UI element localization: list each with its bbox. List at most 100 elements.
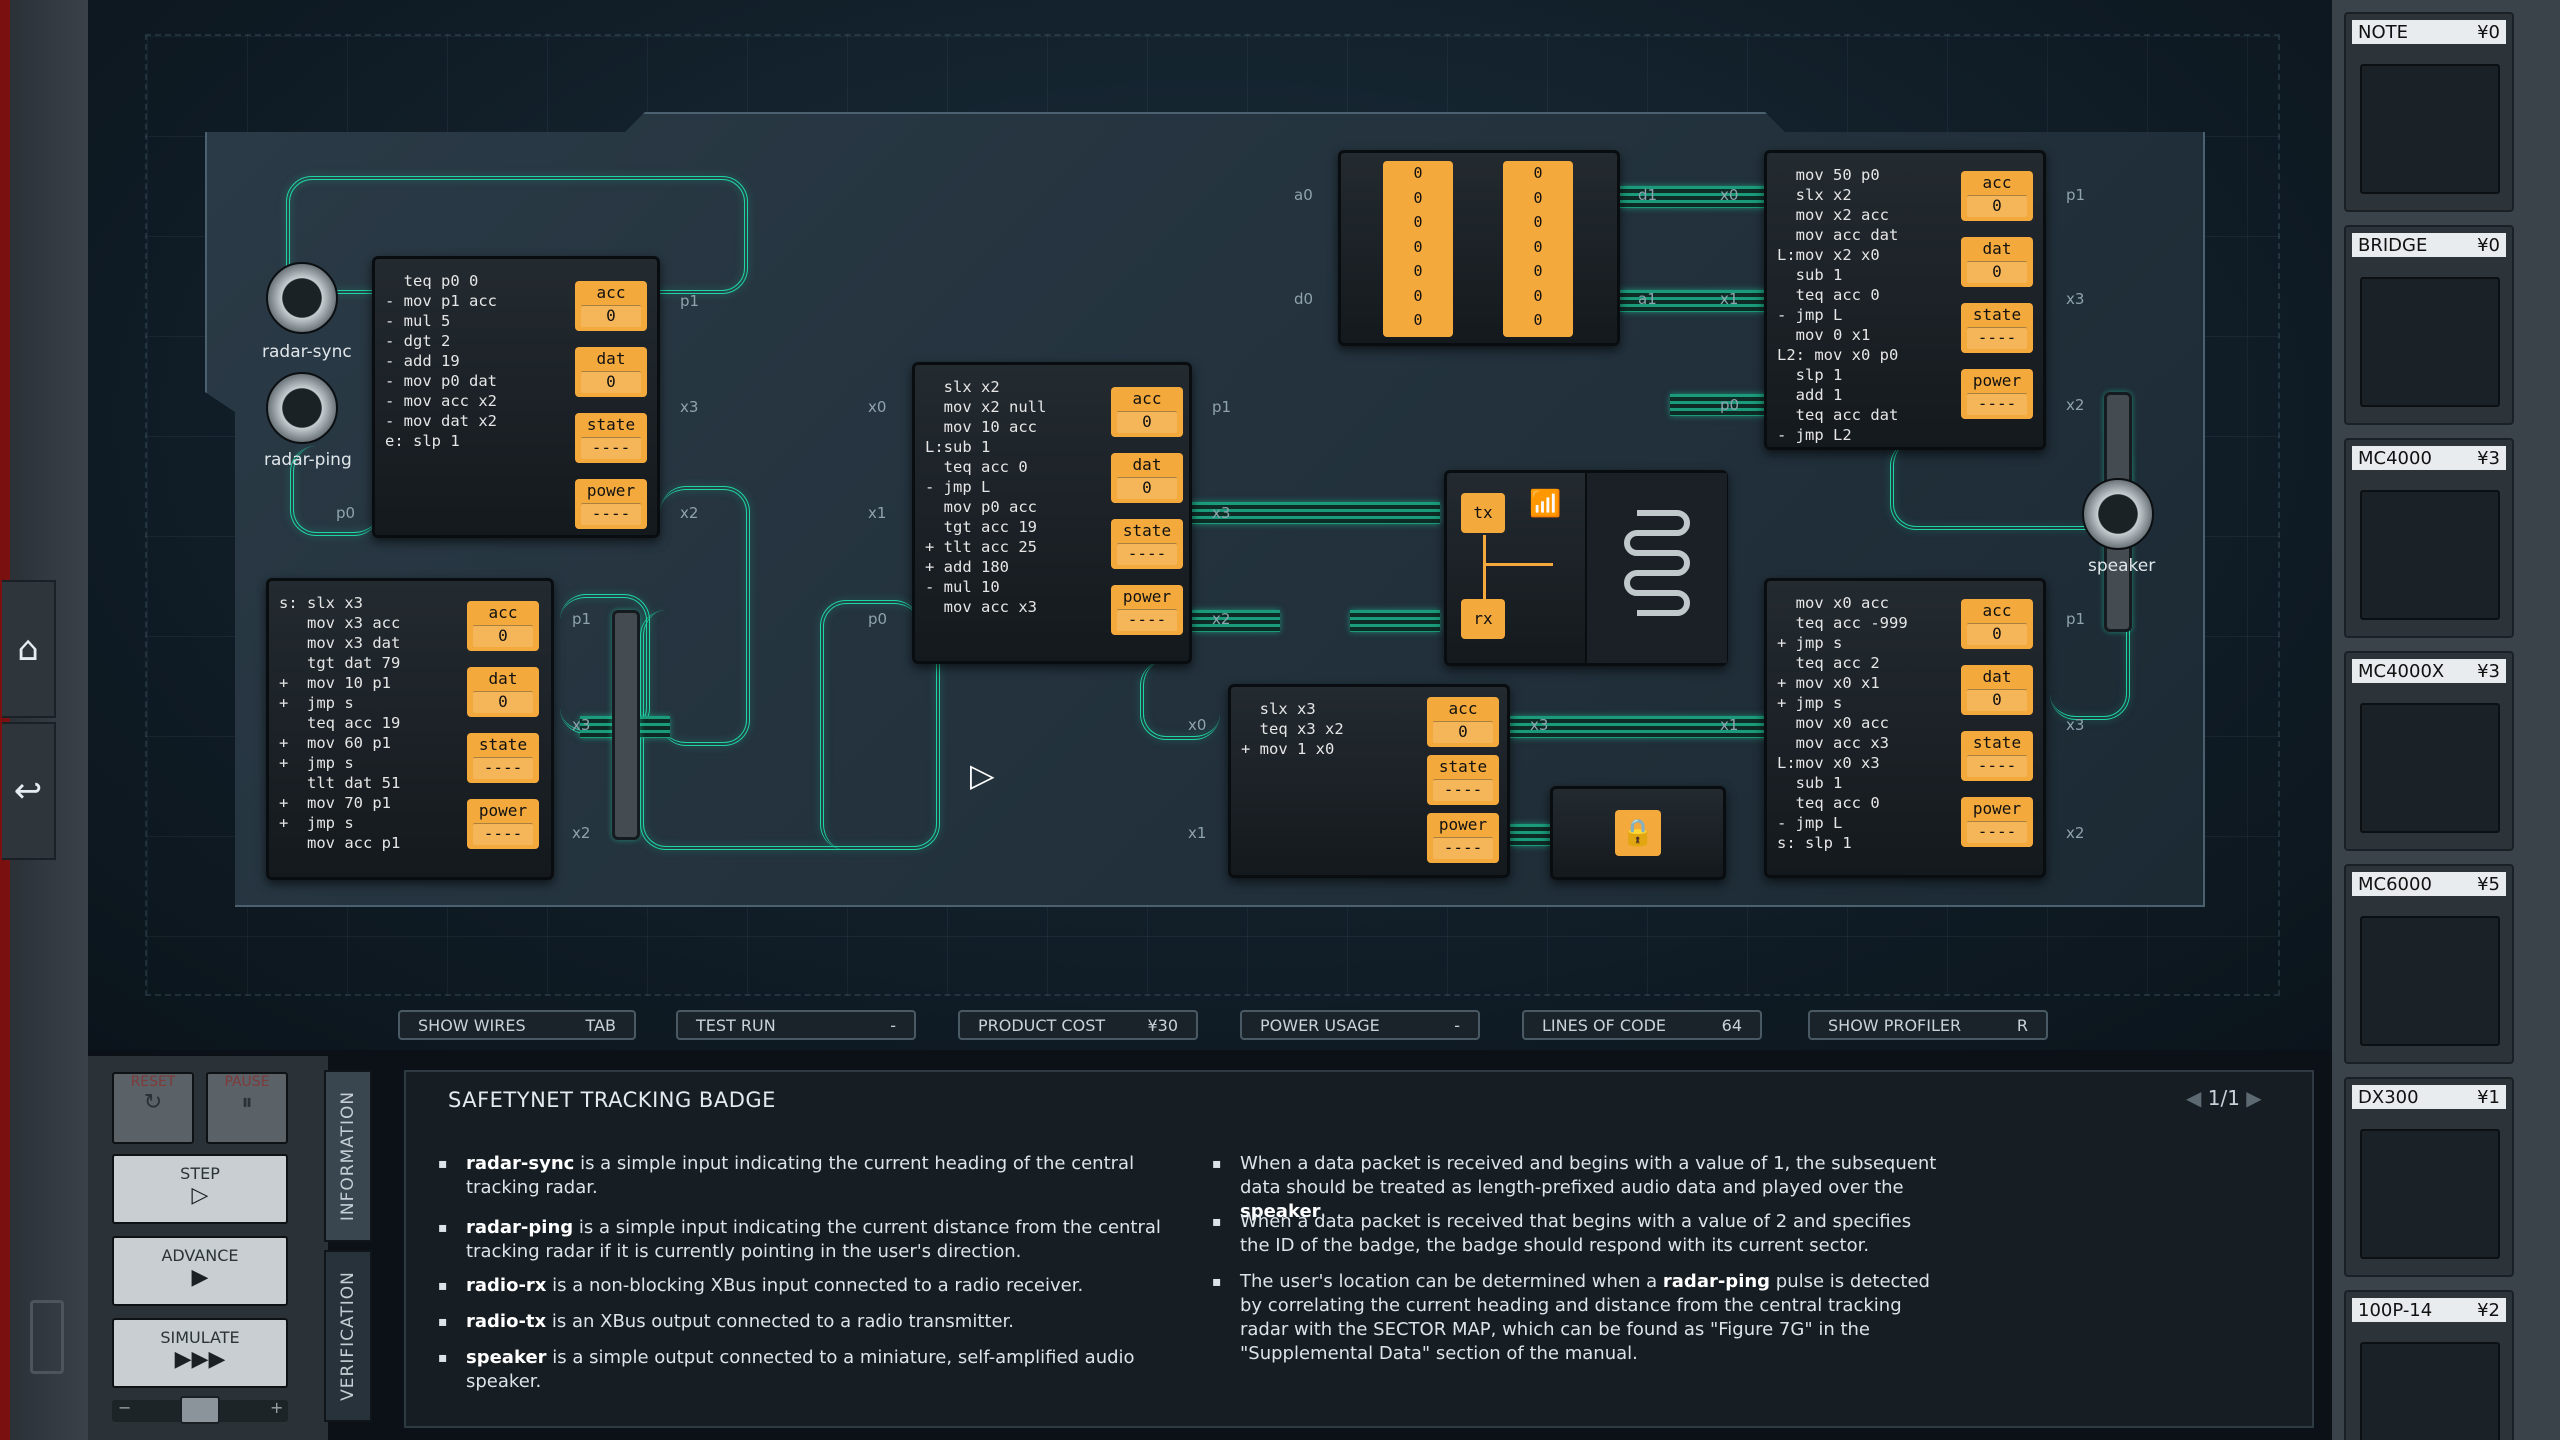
advance-icon: ▶ [191, 1265, 209, 1290]
chip-code[interactable]: mov 50 p0 slx x2 mov x2 acc mov acc dat … [1777, 166, 1899, 444]
parts-palette: NOTE ¥0 BRIDGE ¥0 MC4000 ¥3 MC4000X ¥3 MC6000 ¥5 D… [2332, 0, 2560, 1440]
bridge-1[interactable] [612, 610, 640, 840]
test-run-button[interactable]: TEST RUN - [676, 1010, 916, 1040]
part-mc6000[interactable]: MC6000 ¥5 [2344, 864, 2514, 1064]
power-label: power [1438, 815, 1488, 834]
manual-icon[interactable] [30, 1300, 64, 1374]
home-button[interactable]: ⌂ [2, 580, 56, 718]
acc-register: acc 0 [467, 601, 539, 651]
home-icon: ⌂ [17, 629, 39, 669]
test-run-label: TEST RUN [696, 1015, 776, 1035]
advance-button[interactable]: ADVANCE ▶ [112, 1236, 288, 1306]
mc6000-chip-3[interactable]: slx x2 mov x2 null mov 10 acc L:sub 1 te… [912, 362, 1192, 664]
pin-label: x0 [868, 398, 887, 416]
radio-module[interactable]: tx rx 📶 [1444, 470, 1728, 666]
tab-information[interactable]: INFORMATION [324, 1070, 372, 1242]
mc6000-chip-2[interactable]: s: slx x3 mov x3 acc mov x3 dat tgt dat … [266, 578, 554, 880]
radar-sync-knob[interactable] [266, 262, 338, 334]
part-name: MC4000X [2358, 660, 2445, 682]
state-label: state [1438, 757, 1488, 776]
acc-register: acc 0 [1427, 697, 1499, 747]
wire-c3-x2 [1190, 610, 1280, 632]
part-bridge[interactable]: BRIDGE ¥0 [2344, 225, 2514, 425]
pin-label: a1 [1638, 290, 1657, 308]
chip-code[interactable]: s: slx x3 mov x3 acc mov x3 dat tgt dat … [279, 594, 401, 852]
pin-label: x2 [680, 504, 699, 522]
state-value: ---- [581, 437, 641, 459]
power-value: ---- [1433, 837, 1493, 859]
show-profiler-button[interactable]: SHOW PROFILER R [1808, 1010, 2048, 1040]
speaker-knob[interactable] [2082, 478, 2154, 550]
ram-chip[interactable]: 0 0 0 0 0 0 0 0 0 0 0 0 0 0 [1338, 150, 1620, 346]
chip-code[interactable]: slx x2 mov x2 null mov 10 acc L:sub 1 te… [925, 378, 1047, 616]
chip-code[interactable]: teq p0 0 - mov p1 acc - mul 5 - dgt 2 - … [385, 272, 497, 450]
reset-button[interactable]: RESET ↻ [112, 1072, 194, 1144]
state-register: state ---- [1961, 731, 2033, 781]
part-note[interactable]: NOTE ¥0 [2344, 12, 2514, 212]
power-register: power ---- [1427, 813, 1499, 863]
pause-button[interactable]: PAUSE ⏸ [206, 1072, 288, 1144]
part-header: MC4000X ¥3 [2352, 659, 2506, 683]
mc4000-chip[interactable]: slx x3 teq x3 x2 + mov 1 x0 acc 0 state --… [1228, 684, 1510, 878]
show-wires-button[interactable]: SHOW WIRES TAB [398, 1010, 636, 1040]
lines-of-code-value: 64 [1721, 1015, 1742, 1035]
test-run-value: - [890, 1015, 896, 1035]
part-cost: ¥3 [2477, 447, 2500, 469]
prev-page-icon[interactable]: ◀ [2186, 1086, 2208, 1110]
pin-label: x1 [1720, 716, 1739, 734]
back-button[interactable]: ↩ [2, 722, 56, 860]
state-value: ---- [1967, 327, 2027, 349]
part-mc4000[interactable]: MC4000 ¥3 [2344, 438, 2514, 638]
ram-cell: 0 [1533, 286, 1543, 305]
mc6000-chip-5[interactable]: mov x0 acc teq acc -999 + jmp s teq acc … [1764, 578, 2046, 878]
step-button[interactable]: STEP ▷ [112, 1154, 288, 1224]
state-label: state [1122, 521, 1172, 540]
pin-label: x3 [572, 716, 591, 734]
speed-slider[interactable]: − + [112, 1396, 288, 1424]
tx-port: tx [1461, 493, 1505, 533]
state-label: state [478, 735, 528, 754]
power-label: power [1972, 371, 2022, 390]
power-register: power ---- [467, 799, 539, 849]
ram-cell: 0 [1533, 188, 1543, 207]
power-register: power ---- [1961, 797, 2033, 847]
part-cost: ¥3 [2477, 660, 2500, 682]
simulate-button[interactable]: SIMULATE ▶▶▶ [112, 1318, 288, 1388]
part-thumbnail [2360, 490, 2500, 620]
mc6000-chip-1[interactable]: teq p0 0 - mov p1 acc - mul 5 - dgt 2 - … [372, 256, 660, 538]
security-module[interactable]: 🔒 [1550, 786, 1726, 880]
pin-label: p0 [1720, 396, 1740, 414]
acc-value: 0 [1967, 195, 2027, 217]
acc-value: 0 [1967, 623, 2027, 645]
dat-register: dat 0 [467, 667, 539, 717]
chip-code[interactable]: slx x3 teq x3 x2 + mov 1 x0 [1241, 700, 1344, 758]
ram-column-2: 0 0 0 0 0 0 0 [1503, 161, 1573, 337]
dat-label: dat [1982, 667, 2012, 686]
lines-of-code-display: LINES OF CODE 64 [1522, 1010, 1762, 1040]
mc6000-chip-4[interactable]: mov 50 p0 slx x2 mov x2 acc mov acc dat … [1764, 150, 2046, 450]
pin-label: x2 [2066, 396, 2085, 414]
next-page-icon[interactable]: ▶ [2239, 1086, 2262, 1110]
product-cost-value: ¥30 [1147, 1015, 1178, 1035]
info-bullet: The user's location can be determined wh… [1212, 1270, 1940, 1366]
part-dx300[interactable]: DX300 ¥1 [2344, 1077, 2514, 1277]
pin-label: d1 [1638, 186, 1658, 204]
slider-handle[interactable] [180, 1396, 220, 1424]
radar-ping-knob[interactable] [266, 372, 338, 444]
show-profiler-label: SHOW PROFILER [1828, 1015, 1962, 1035]
ram-column-1: 0 0 0 0 0 0 0 [1383, 161, 1453, 337]
pin-label: p1 [2066, 186, 2086, 204]
tab-verification[interactable]: VERIFICATION [324, 1250, 372, 1422]
pin-label: p1 [1212, 398, 1232, 416]
ram-cell: 0 [1533, 164, 1543, 182]
bullet-keyword: radar-sync [466, 1153, 575, 1174]
pin-label: a0 [1294, 186, 1313, 204]
pin-label: x1 [1720, 290, 1739, 308]
chip-code[interactable]: mov x0 acc teq acc -999 + jmp s teq acc … [1777, 594, 1908, 852]
part-mc4000x[interactable]: MC4000X ¥3 [2344, 651, 2514, 851]
dat-register: dat 0 [1111, 453, 1183, 503]
part-100p-14[interactable]: 100P-14 ¥2 [2344, 1290, 2514, 1440]
state-register: state ---- [575, 413, 647, 463]
ram-cell: 0 [1413, 188, 1423, 207]
state-label: state [586, 415, 636, 434]
